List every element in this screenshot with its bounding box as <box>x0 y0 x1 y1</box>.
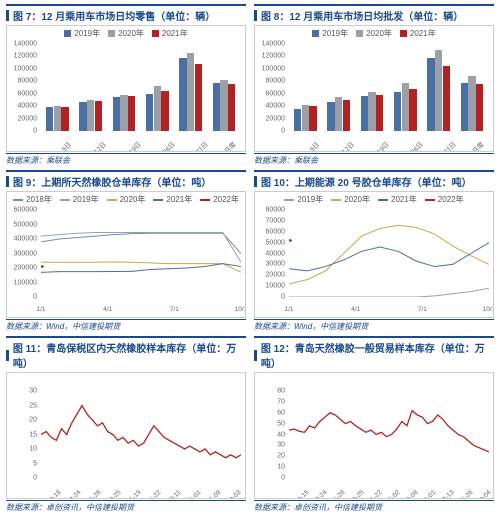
chart-title: 图 11：青岛保税区内天然橡胶样本库存（单位：万吨） <box>6 338 246 372</box>
source-text: 数据来源：Wind，中信建投期货 <box>254 319 494 332</box>
bar-chart: 2019年2020年2021年0200004000060000800001000… <box>6 25 246 152</box>
panel-fig8: 图 8：12 月乘用车市场日均批发（单位：辆） 2019年2020年2021年0… <box>254 4 494 166</box>
source-text: 数据来源：乘联会 <box>6 153 246 166</box>
line-chart: 2018年2019年2020年2021年2022年010000020000030… <box>6 191 246 318</box>
panel-fig7: 图 7：12 月乘用车市场日均零售（单位：辆） 2019年2020年2021年0… <box>6 4 246 166</box>
source-text: 数据来源：卓创资讯，中信建投期货 <box>254 500 494 513</box>
source-text: 数据来源：卓创资讯，中信建投期货 <box>6 500 246 513</box>
source-text: 数据来源：Wind，中信建投期货 <box>6 319 246 332</box>
panel-fig12: 图 12：青岛天然橡胶一般贸易样本库存（单位：万吨） 0102030405060… <box>254 336 494 513</box>
chart-title: 图 8：12 月乘用车市场日均批发（单位：辆） <box>254 6 494 25</box>
chart-title: 图 10：上期能源 20 号胶仓单库存（单位：吨） <box>254 172 494 191</box>
panel-fig11: 图 11：青岛保税区内天然橡胶样本库存（单位：万吨） 0510152025302… <box>6 336 246 513</box>
bar-chart: 2019年2020年2021年0200004000060000800001000… <box>254 25 494 152</box>
line-chart: 2019年2020年2021年2022年01000020000300004000… <box>254 191 494 318</box>
chart-title: 图 12：青岛天然橡胶一般贸易样本库存（单位：万吨） <box>254 338 494 372</box>
panel-fig10: 图 10：上期能源 20 号胶仓单库存（单位：吨） 2019年2020年2021… <box>254 170 494 332</box>
source-text: 数据来源：乘联会 <box>254 153 494 166</box>
chart-title: 图 7：12 月乘用车市场日均零售（单位：辆） <box>6 6 246 25</box>
chart-title: 图 9：上期所天然橡胶仓单库存（单位：吨） <box>6 172 246 191</box>
panel-fig9: 图 9：上期所天然橡胶仓单库存（单位：吨） 2018年2019年2020年202… <box>6 170 246 332</box>
line-chart: 010203040506070802018-10-152019-02-24201… <box>254 372 494 499</box>
line-chart: 0510152025302018-10-182019-02-242019-06-… <box>6 372 246 499</box>
